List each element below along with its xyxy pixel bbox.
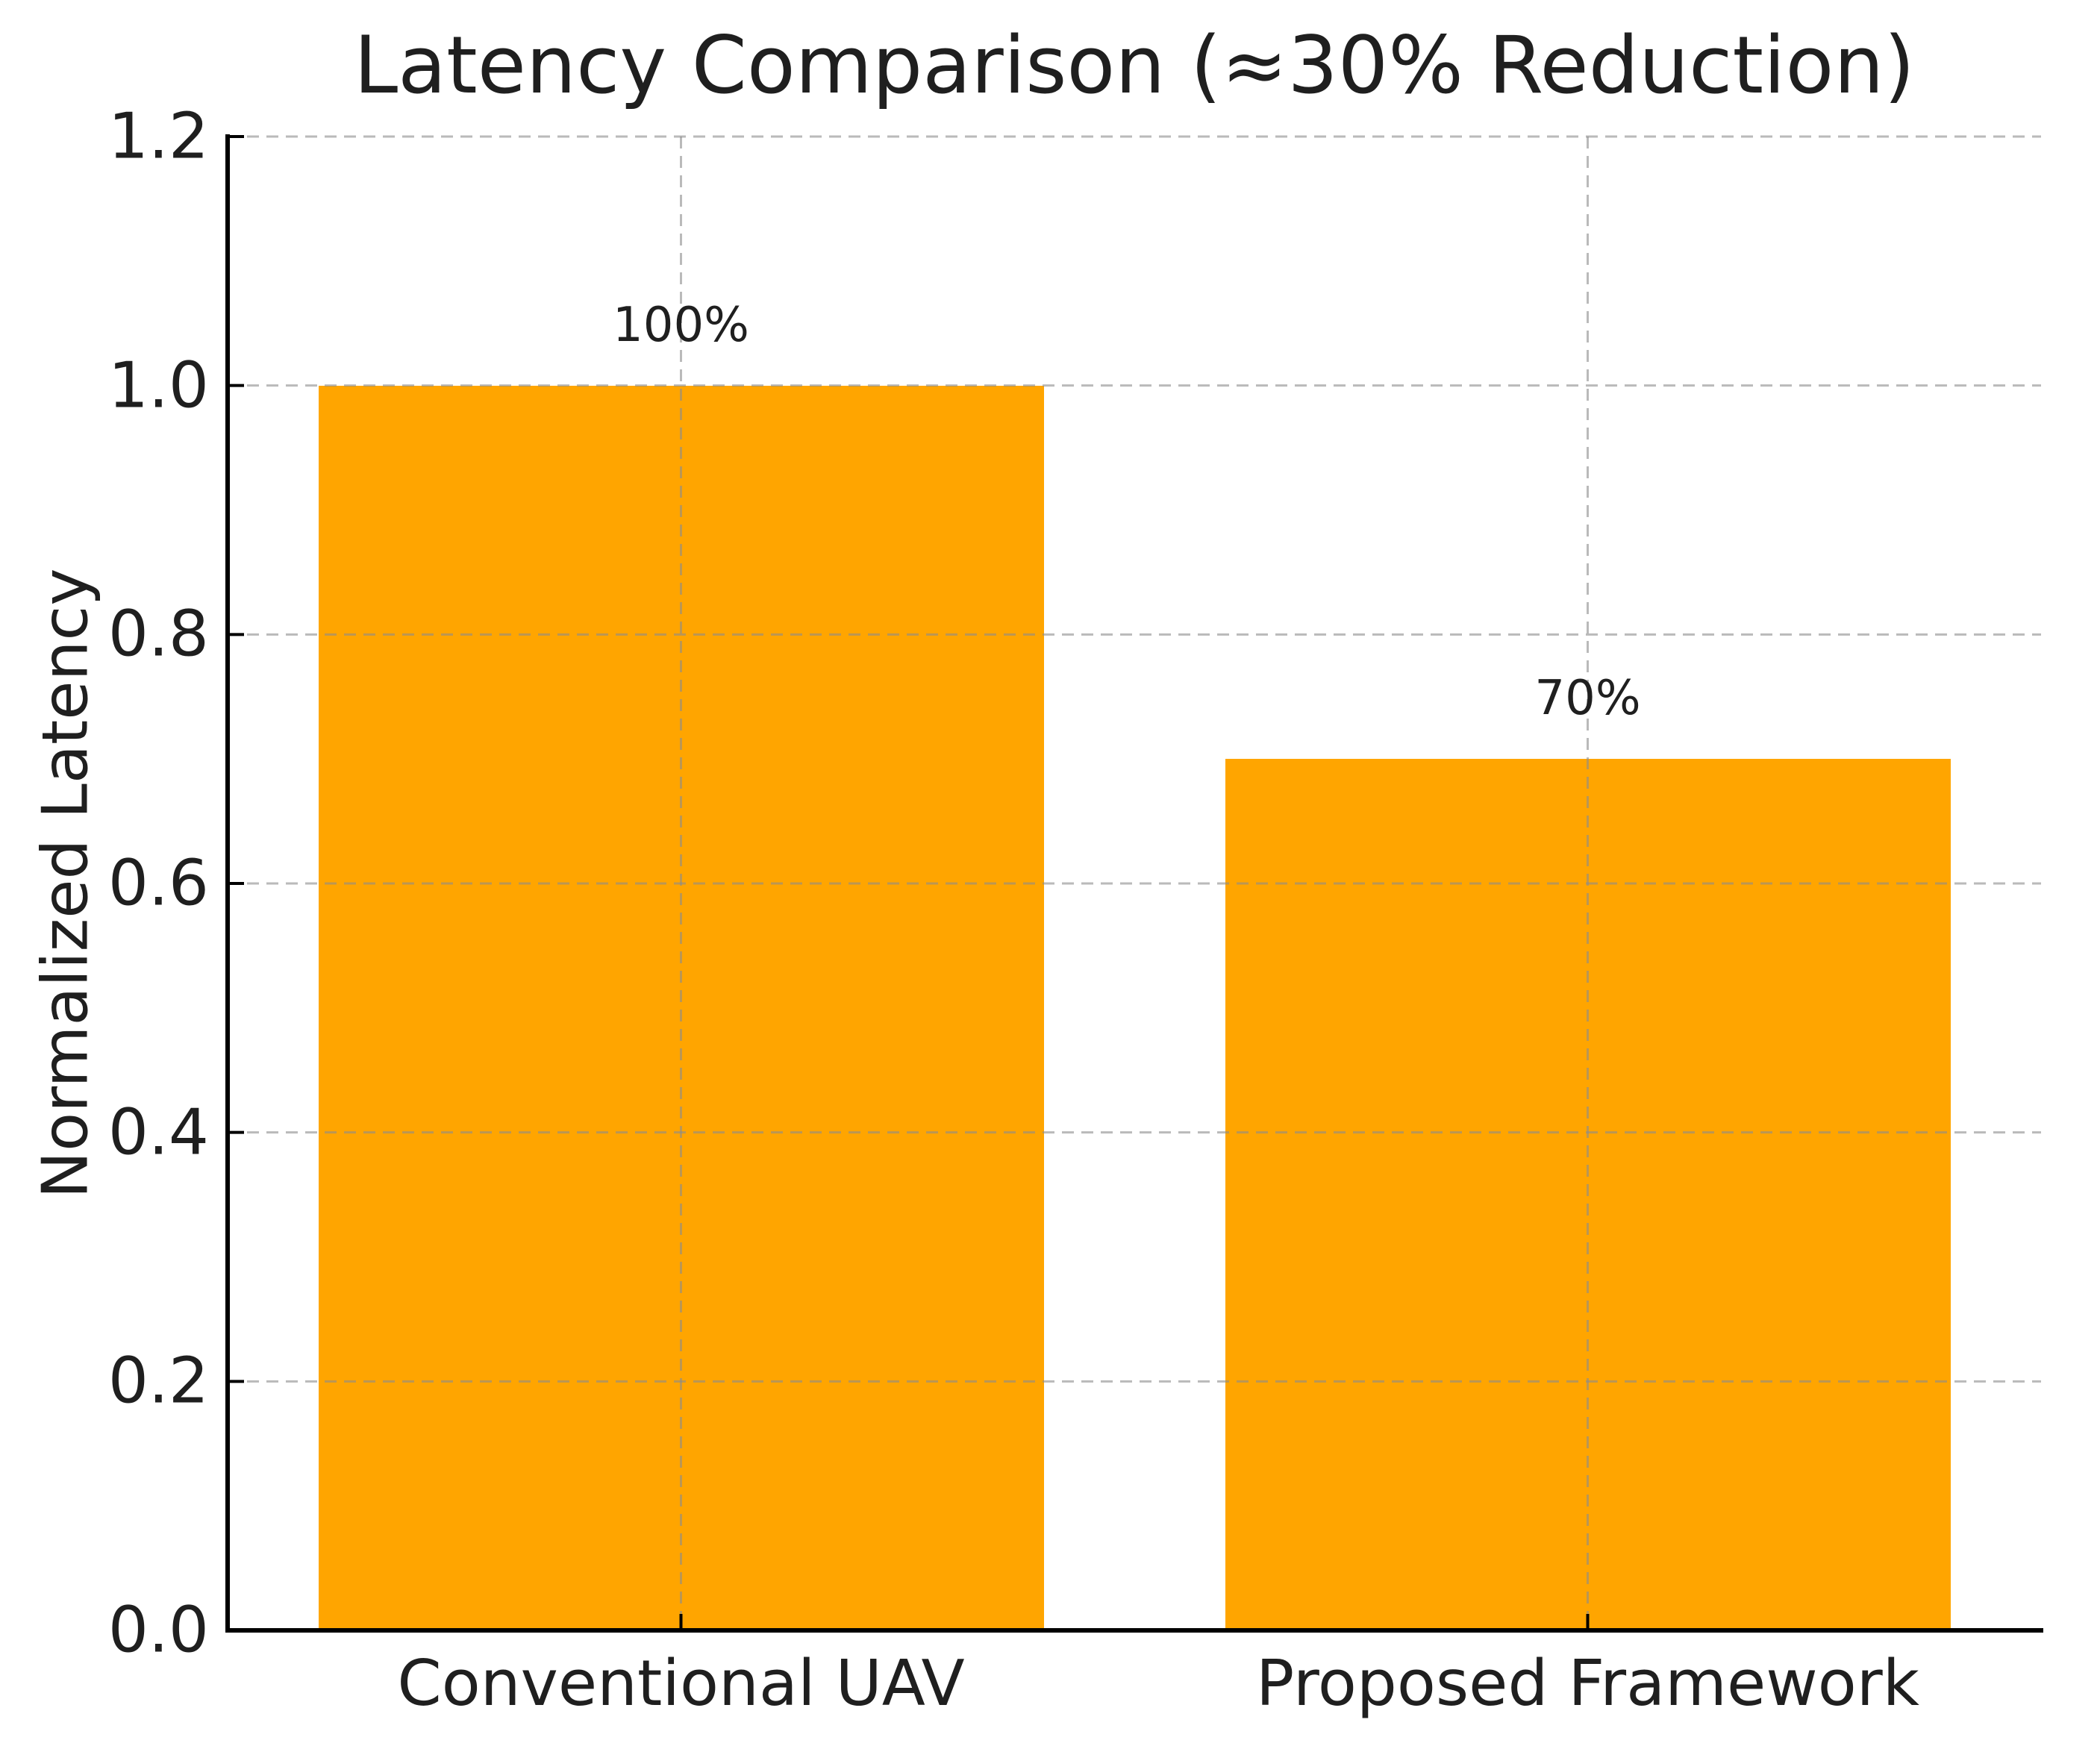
bar-conventional-uav bbox=[318, 385, 1044, 1630]
y-tick-label-0.8: 0.8 bbox=[107, 597, 209, 672]
y-tick-label-1.2: 1.2 bbox=[107, 99, 209, 174]
y-tick-label-0.0: 0.0 bbox=[107, 1593, 209, 1668]
y-tick-label-1.0: 1.0 bbox=[107, 348, 209, 423]
y-tick-label-0.4: 0.4 bbox=[107, 1095, 209, 1170]
y-tick-label-0.6: 0.6 bbox=[107, 846, 209, 921]
x-axis-spine bbox=[225, 1628, 2043, 1633]
x-tick-label-proposed-framework: Proposed Framework bbox=[1256, 1647, 1919, 1721]
y-axis-label: Normalized Latency bbox=[28, 568, 103, 1199]
chart-title: Latency Comparison (≈30% Reduction) bbox=[354, 19, 1915, 111]
y-tick-label-0.2: 0.2 bbox=[107, 1344, 209, 1418]
bar-proposed-framework bbox=[1225, 759, 1951, 1630]
plot-area: 0.0 0.2 0.4 0.6 0.8 1.0 1.2 Conventional UAV Pro… bbox=[108, 100, 2043, 1721]
bar-value-label-conventional-uav: 100% bbox=[613, 297, 749, 353]
bar-value-label-proposed-framework: 70% bbox=[1534, 671, 1641, 727]
x-tick-label-conventional-uav: Conventional UAV bbox=[397, 1647, 965, 1721]
y-axis-spine bbox=[225, 134, 230, 1633]
